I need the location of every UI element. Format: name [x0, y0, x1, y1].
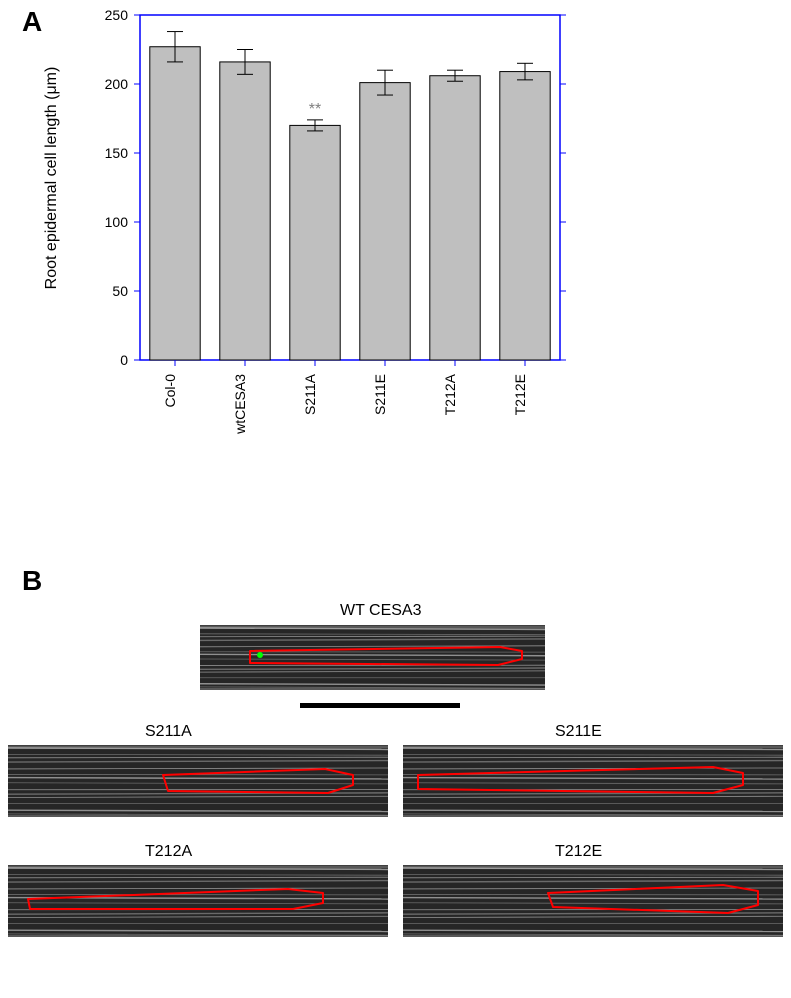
- x-tick-label: S211E: [372, 374, 388, 415]
- significance-marker: **: [309, 101, 321, 118]
- bar: [150, 47, 200, 360]
- micrograph-svg-s211a: [8, 745, 388, 817]
- panel-b-label: B: [22, 565, 42, 597]
- page-root: A Root epidermal cell length (μm)0501001…: [0, 0, 791, 998]
- scale-bar: [300, 703, 460, 708]
- bar: [430, 76, 480, 360]
- y-tick-label: 250: [105, 7, 129, 23]
- y-tick-label: 100: [105, 214, 129, 230]
- y-tick-label: 50: [112, 283, 128, 299]
- micrograph-t212a: [8, 865, 388, 937]
- micrograph-t212e: [403, 865, 783, 937]
- micrograph-svg-t212e: [403, 865, 783, 937]
- x-tick-label: T212E: [512, 374, 528, 415]
- x-tick-label: Col-0: [162, 374, 178, 408]
- panel-a-svg: 0 50 100 150 200 250 Col-0 wtCESA3 ** S211A S211E T…: [0, 0, 580, 470]
- y-tick-label: 200: [105, 76, 129, 92]
- micrograph-svg-t212a: [8, 865, 388, 937]
- micrograph-label-s211a: S211A: [145, 723, 192, 741]
- x-tick-label: S211A: [302, 373, 318, 415]
- x-tick-label: T212A: [442, 373, 458, 415]
- marker-dot: [257, 652, 263, 658]
- micrograph-s211a: [8, 745, 388, 817]
- micrograph-label-t212e: T212E: [555, 843, 602, 861]
- micrograph-wt: [200, 625, 545, 690]
- bar: [360, 83, 410, 360]
- plot-border: [140, 15, 560, 360]
- micrograph-label-wt: WT CESA3: [340, 602, 422, 620]
- micrograph-label-t212a: T212A: [145, 843, 192, 861]
- y-tick-label: 150: [105, 145, 129, 161]
- x-tick-label: wtCESA3: [232, 374, 248, 435]
- micrograph-label-s211e: S211E: [555, 723, 602, 741]
- bar: [220, 62, 270, 360]
- bar: [500, 72, 550, 360]
- micrograph-svg-wt: [200, 625, 545, 690]
- micrograph-s211e: [403, 745, 783, 817]
- bar: [290, 125, 340, 360]
- micrograph-svg-s211e: [403, 745, 783, 817]
- y-tick-label: 0: [120, 352, 128, 368]
